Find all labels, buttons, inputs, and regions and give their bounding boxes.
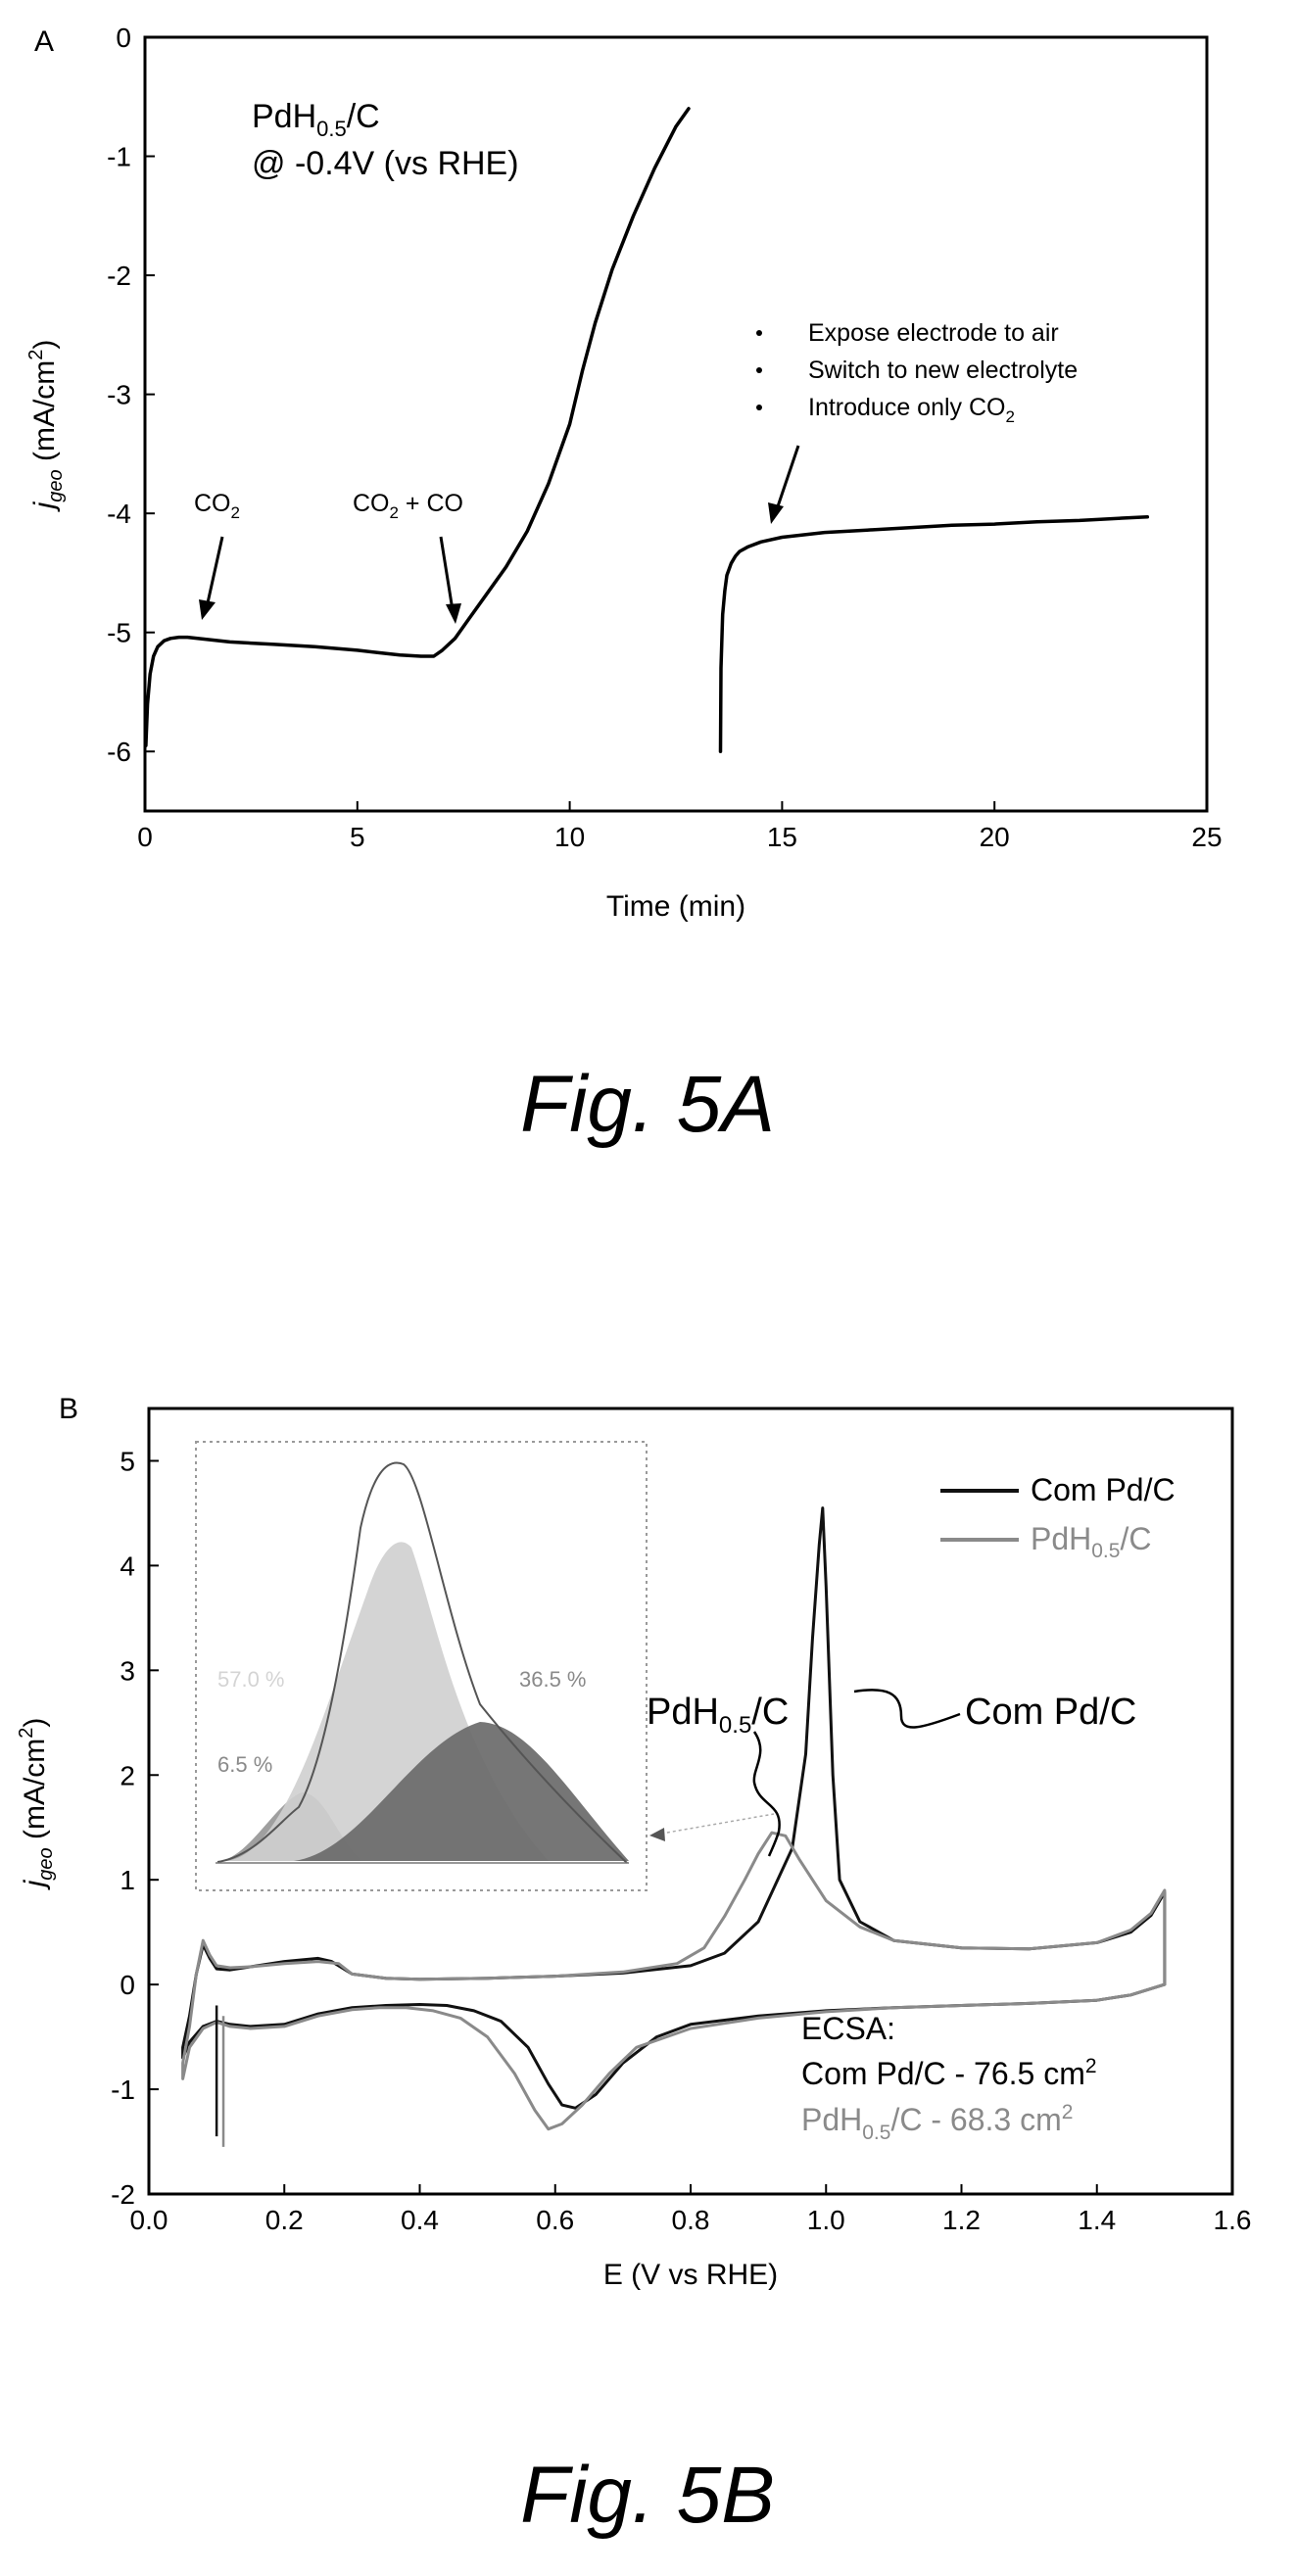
inset-deconvolution: 57.0 % 36.5 % 6.5 % <box>195 1441 648 1891</box>
axis-ticks-b: 0.0 0.2 0.4 0.6 0.8 1.0 1.2 1.4 1.6 5 4 3 2 1 0 -1 -2 <box>111 1446 1251 2235</box>
x-tick-label: 5 <box>350 822 365 852</box>
bullet-item: Expose electrode to air <box>808 319 1059 347</box>
x-axis-label-b: E (V vs RHE) <box>603 2259 778 2291</box>
arrow-new-electrolyte <box>768 445 800 524</box>
x-tick-label: 0.2 <box>265 2205 304 2235</box>
arrow-co2 <box>199 536 224 620</box>
y-tick-label: -6 <box>107 737 131 767</box>
panel-label-b: B <box>59 1393 78 1425</box>
x-tick-label: 25 <box>1191 822 1222 852</box>
y-tick-label: 5 <box>120 1446 135 1476</box>
y-axis-label-a: jgeo (mA/cm2) <box>25 340 67 513</box>
x-tick-label: 1.4 <box>1078 2205 1116 2235</box>
panel-label-a: A <box>34 25 54 58</box>
series-line-1 <box>144 107 691 747</box>
ecsa-block: ECSA: Com Pd/C - 76.5 cm2 PdH0.5/C - 68.… <box>801 2011 1097 2144</box>
chart-panel-b: B 0.0 0.2 0.4 0.6 0.8 1.0 1.2 1.4 1.6543210-1-2 … <box>16 1393 1251 2291</box>
x-tick-label: 20 <box>980 822 1010 852</box>
y-tick-label: 0 <box>116 23 131 53</box>
series-line-2 <box>181 1831 1167 2131</box>
y-tick-label: -4 <box>107 499 131 529</box>
y-tick-label: -1 <box>107 142 131 172</box>
annotation-co2-co: CO2 + CO <box>353 490 463 522</box>
series-layer-a <box>144 107 1150 753</box>
y-tick-label: 3 <box>120 1655 135 1686</box>
x-axis-label-a: Time (min) <box>606 890 745 923</box>
inset-peak-right <box>294 1722 629 1861</box>
figure-caption-5a: Fig. 5A <box>520 1060 775 1149</box>
y-tick-label: -2 <box>107 261 131 291</box>
x-tick-label: 0.0 <box>130 2205 168 2235</box>
chart-panel-a: A 0 5 10 15 20 25 0 -1 -2 -3 -4 -5 -6 Time (min) jge… <box>25 23 1223 923</box>
x-tick-label: 10 <box>554 822 585 852</box>
leader-com <box>853 1689 961 1729</box>
bullet-list: Expose electrode to air Switch to new el… <box>756 319 1078 426</box>
series-layer-b <box>181 1506 1167 2147</box>
inset-envelope <box>216 1461 628 1864</box>
curve-label-com: Com Pd/C <box>965 1692 1136 1733</box>
y-tick-label: 2 <box>120 1760 135 1790</box>
y-tick-label: 0 <box>120 1970 135 2000</box>
condition-label-line2: @ -0.4V (vs RHE) <box>252 145 519 182</box>
ecsa-title: ECSA: <box>801 2011 895 2046</box>
figure-caption-5b: Fig. 5B <box>520 2451 775 2540</box>
axis-ticks-a: 0 5 10 15 20 25 0 -1 -2 -3 -4 -5 -6 <box>107 23 1222 852</box>
bullet-dot <box>756 405 762 410</box>
bullet-dot <box>756 367 762 373</box>
inset-pointer-arrowhead <box>649 1828 665 1841</box>
inset-label-36: 36.5 % <box>519 1667 587 1692</box>
x-tick-label: 0.6 <box>536 2205 574 2235</box>
ecsa-com: Com Pd/C - 76.5 cm2 <box>801 2055 1097 2091</box>
x-tick-label: 0.4 <box>401 2205 439 2235</box>
annotation-co2: CO2 <box>194 490 240 522</box>
y-tick-label: -2 <box>111 2179 135 2210</box>
y-axis-label-b: jgeo (mA/cm2) <box>16 1718 57 1891</box>
x-tick-label: 15 <box>767 822 797 852</box>
curve-label-pdh: PdH0.5/C <box>647 1692 789 1739</box>
ecsa-pdh: PdH0.5/C - 68.3 cm2 <box>801 2101 1073 2144</box>
bullet-item: Switch to new electrolyte <box>808 357 1078 384</box>
inset-pointer <box>660 1813 775 1835</box>
y-tick-label: -3 <box>107 380 131 410</box>
arrow-co2-co <box>439 536 461 624</box>
legend: Com Pd/C PdH0.5/C <box>940 1472 1176 1562</box>
plot-frame-a <box>143 35 1209 813</box>
x-tick-label: 1.6 <box>1214 2205 1252 2235</box>
bullet-dot <box>756 330 762 336</box>
x-tick-label: 0.8 <box>672 2205 710 2235</box>
legend-label-com: Com Pd/C <box>1031 1472 1176 1507</box>
leader-pdh <box>752 1731 781 1857</box>
y-tick-label: -5 <box>107 618 131 648</box>
x-tick-label: 1.0 <box>807 2205 845 2235</box>
x-tick-label: 1.2 <box>942 2205 981 2235</box>
x-tick-label: 0 <box>137 822 153 852</box>
y-tick-label: 1 <box>120 1865 135 1895</box>
legend-label-pdh: PdH0.5/C <box>1031 1521 1151 1562</box>
inset-label-6: 6.5 % <box>217 1752 272 1777</box>
inset-label-57: 57.0 % <box>217 1667 285 1692</box>
series-line-2 <box>718 515 1150 753</box>
y-tick-label: 4 <box>120 1550 135 1581</box>
condition-label-line1: PdH0.5/C <box>252 98 380 141</box>
y-tick-label: -1 <box>111 2075 135 2105</box>
bullet-item: Introduce only CO2 <box>808 394 1015 426</box>
